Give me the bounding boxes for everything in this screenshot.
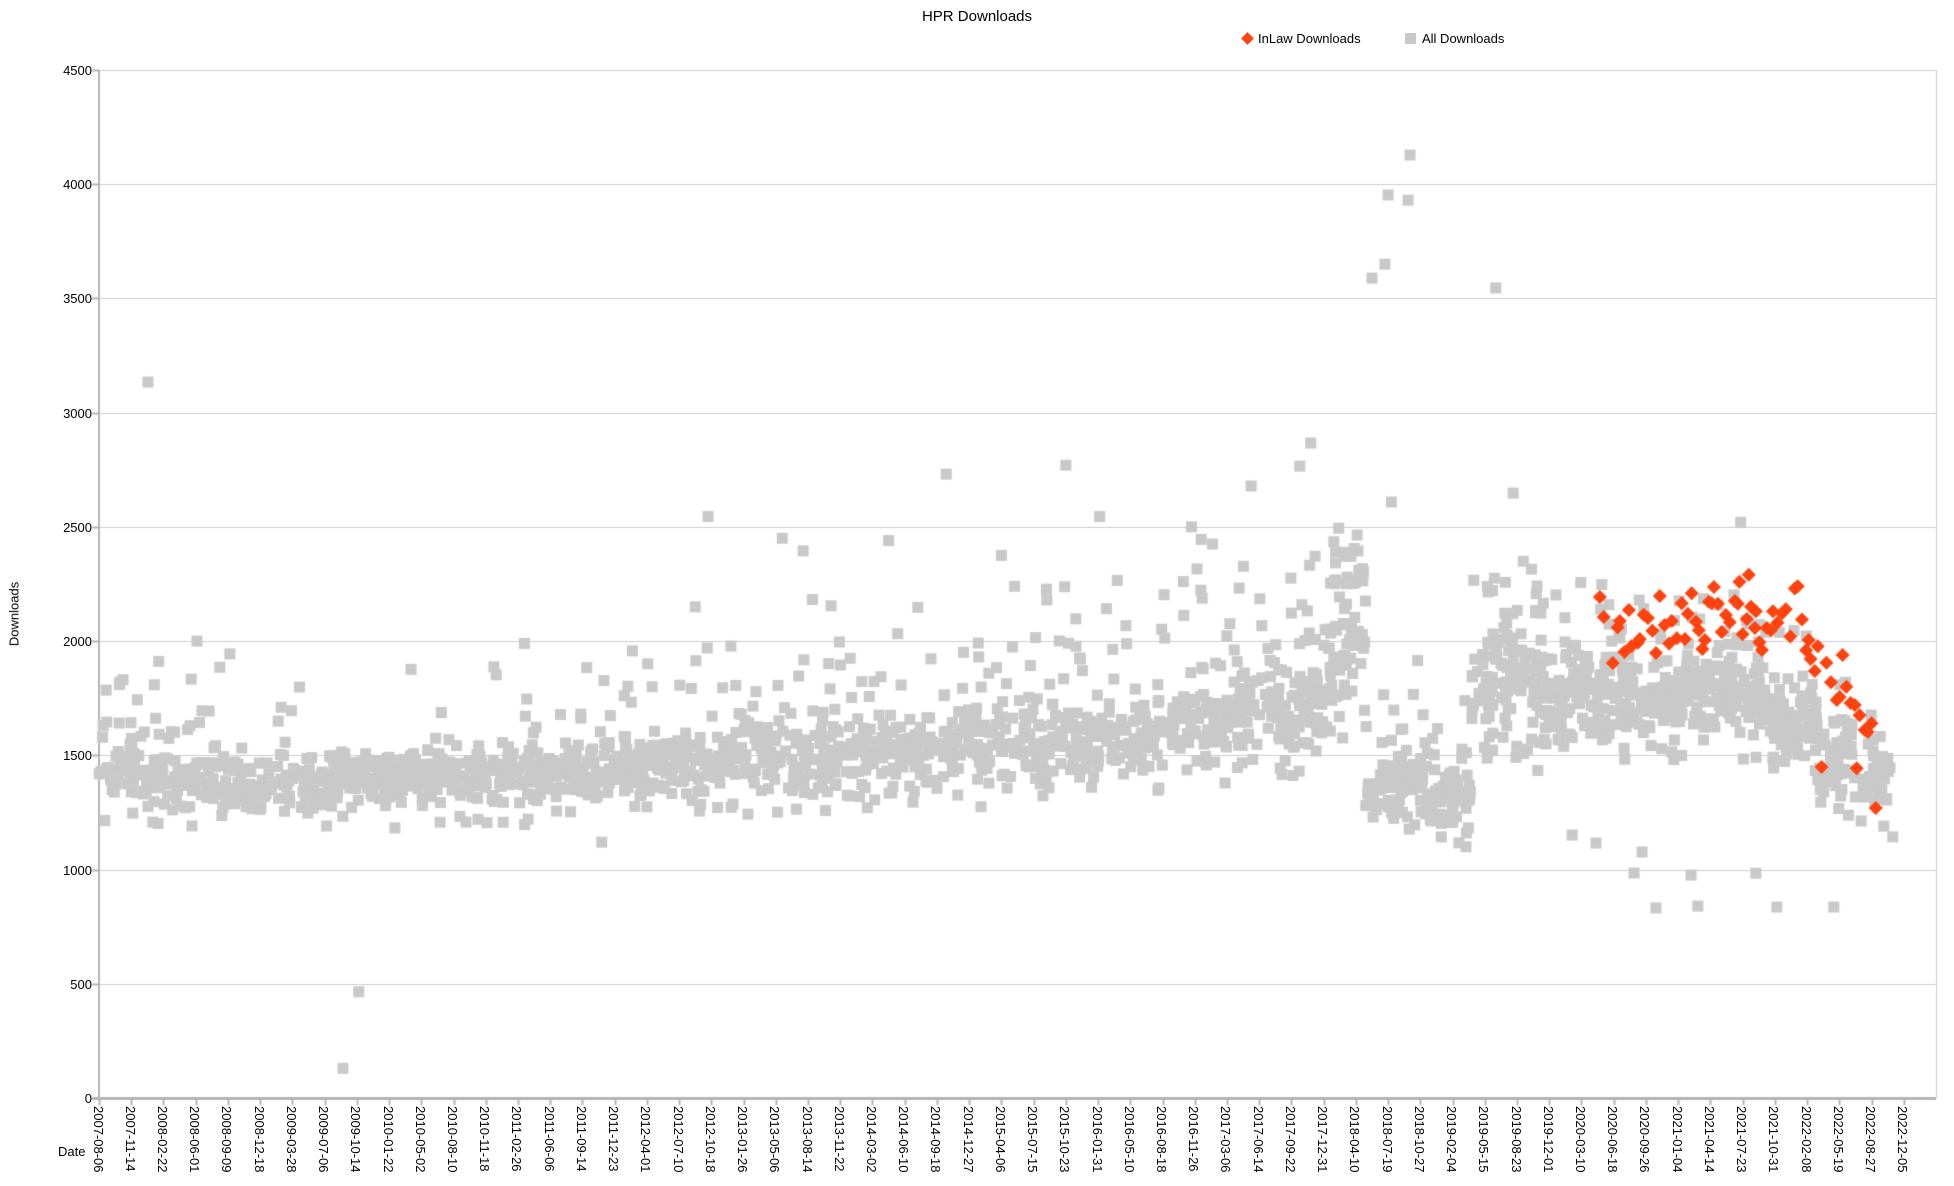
y-tick-label: 4500 <box>63 63 92 78</box>
x-tick-label: 2020-03-10 <box>1572 1106 1588 1173</box>
x-tick-label: 2019-02-04 <box>1444 1106 1460 1173</box>
x-axis-title: Date <box>58 1144 86 1159</box>
x-tick-label: 2022-05-19 <box>1830 1106 1846 1173</box>
y-tick-label: 1000 <box>63 862 92 878</box>
y-tick-label: 3500 <box>63 291 92 307</box>
x-tick-label: 2013-11-22 <box>831 1106 847 1172</box>
y-tick-label: 3000 <box>63 405 92 421</box>
x-tick-label: 2010-08-10 <box>445 1106 460 1173</box>
x-tick-label: 2009-03-28 <box>283 1106 299 1173</box>
x-tick-label: 2018-10-27 <box>1411 1106 1427 1173</box>
diamond-marker-icon <box>1241 32 1254 45</box>
x-tick-label: 2015-07-15 <box>1025 1106 1041 1173</box>
x-tick-label: 2011-09-14 <box>573 1106 589 1172</box>
x-tick-label: 2007-08-06 <box>90 1106 106 1173</box>
x-tick-label: 2016-08-18 <box>1154 1106 1170 1173</box>
x-tick-label: 2015-10-23 <box>1057 1106 1073 1173</box>
x-tick-label: 2021-01-04 <box>1669 1106 1685 1173</box>
legend-item-inlaw-downloads: InLaw Downloads <box>1241 31 1361 46</box>
x-tick-label: 2016-01-31 <box>1089 1106 1105 1173</box>
chart-title: HPR Downloads <box>921 8 1033 25</box>
y-tick-label: 2000 <box>63 634 92 650</box>
legend-label-inlaw: InLaw Downloads <box>1258 31 1361 46</box>
x-tick-label: 2012-10-18 <box>702 1106 718 1173</box>
x-tick-label: 2016-05-10 <box>1121 1106 1137 1173</box>
x-tick-label: 2014-03-02 <box>863 1106 879 1173</box>
x-tick-label: 2015-04-06 <box>992 1106 1008 1173</box>
x-tick-label: 2012-07-10 <box>670 1106 686 1173</box>
x-tick-label: 2021-04-14 <box>1701 1106 1717 1173</box>
x-tick-label: 2013-01-26 <box>735 1106 751 1173</box>
x-tick-label: 2014-06-10 <box>896 1106 912 1173</box>
x-tick-label: 2017-09-22 <box>1282 1106 1298 1173</box>
x-tick-label: 2018-07-19 <box>1379 1106 1395 1173</box>
legend-item-all-downloads: All Downloads <box>1405 31 1504 46</box>
x-tick-label: 2008-12-18 <box>251 1106 267 1173</box>
x-tick-label: 2007-11-14 <box>122 1106 138 1172</box>
x-tick-label: 2010-11-18 <box>477 1106 493 1172</box>
x-tick-label: 2017-12-31 <box>1315 1106 1331 1173</box>
x-tick-label: 2020-09-26 <box>1637 1106 1653 1173</box>
y-tick-label: 0 <box>84 1091 92 1106</box>
square-marker-icon <box>1405 33 1416 44</box>
x-tick-label: 2012-04-01 <box>638 1106 654 1173</box>
y-tick-label: 1500 <box>63 748 92 764</box>
x-tick-label: 2019-05-15 <box>1476 1106 1492 1173</box>
y-tick-label: 4000 <box>63 177 92 193</box>
x-tick-label: 2008-06-01 <box>187 1106 203 1173</box>
x-tick-label: 2011-02-26 <box>509 1106 525 1172</box>
x-tick-label: 2022-08-27 <box>1863 1106 1879 1173</box>
x-tick-label: 2009-10-14 <box>348 1106 364 1173</box>
x-tick-label: 2013-05-06 <box>767 1106 783 1173</box>
x-tick-label: 2014-09-18 <box>928 1106 944 1173</box>
x-tick-label: 2011-06-06 <box>541 1106 557 1172</box>
x-tick-label: 2017-03-06 <box>1218 1106 1234 1173</box>
x-tick-label: 2020-06-18 <box>1605 1106 1621 1173</box>
x-tick-label: 2017-06-14 <box>1250 1106 1266 1173</box>
x-tick-label: 2008-02-22 <box>154 1106 170 1173</box>
x-tick-label: 2011-12-23 <box>606 1106 622 1172</box>
x-tick-label: 2019-12-01 <box>1540 1106 1556 1173</box>
x-tick-label: 2021-07-23 <box>1734 1106 1750 1173</box>
x-tick-label: 2010-01-22 <box>380 1106 396 1173</box>
x-tick-label: 2022-12-05 <box>1895 1106 1911 1173</box>
x-tick-label: 2013-08-14 <box>799 1106 815 1173</box>
x-tick-label: 2009-07-06 <box>316 1106 332 1173</box>
y-tick-label: 2500 <box>63 519 92 535</box>
x-tick-label: 2022-02-08 <box>1798 1106 1814 1173</box>
y-tick-label: 500 <box>70 976 92 992</box>
x-tick-label: 2008-09-09 <box>219 1106 235 1173</box>
x-tick-label: 2016-11-26 <box>1186 1106 1202 1172</box>
x-tick-label: 2014-12-27 <box>960 1106 976 1173</box>
x-tick-label: 2019-08-23 <box>1508 1106 1524 1173</box>
x-tick-label: 2021-10-31 <box>1766 1106 1782 1173</box>
x-tick-label: 2010-05-02 <box>412 1106 428 1173</box>
legend-label-all: All Downloads <box>1422 31 1505 46</box>
x-tick-label: 2018-04-10 <box>1347 1106 1363 1173</box>
